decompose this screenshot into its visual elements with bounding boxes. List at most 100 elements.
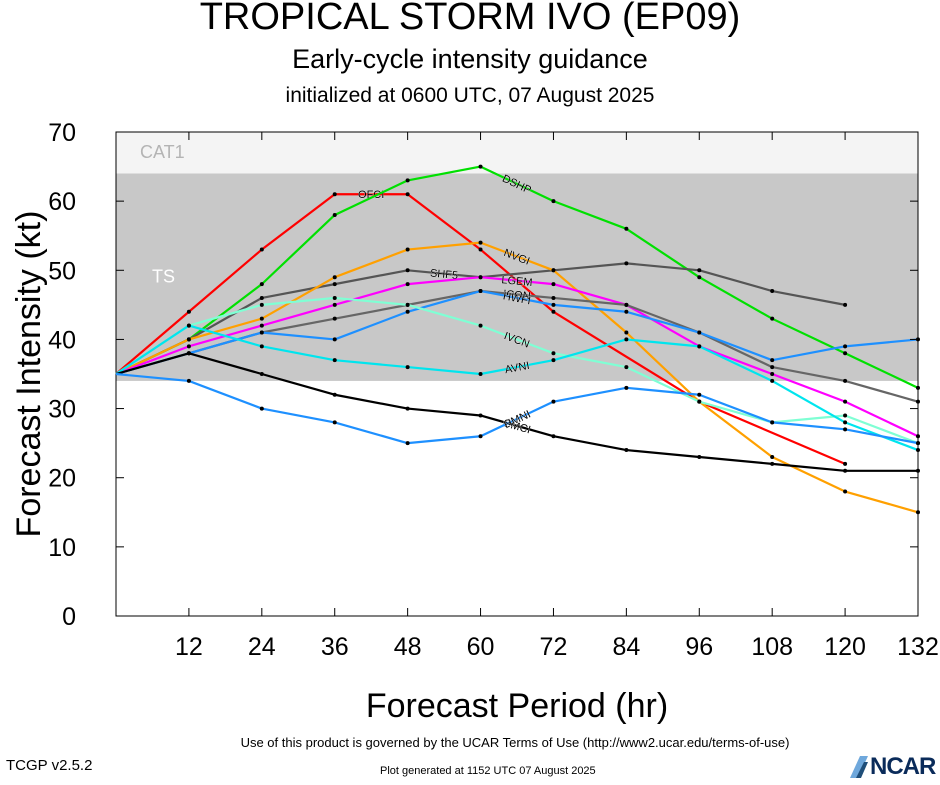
point-ofci-36 — [332, 192, 337, 197]
series-label-shf5: SHF5 — [429, 267, 458, 282]
point-avni-84 — [624, 337, 629, 342]
point-icon-120 — [843, 378, 848, 383]
point-cmci-120 — [843, 468, 848, 473]
x-tick-label-72: 72 — [540, 633, 568, 661]
point-nvgi-72 — [551, 268, 556, 273]
point-ofci-120 — [843, 461, 848, 466]
point-avni-108 — [770, 378, 775, 383]
point-shf5-120 — [843, 302, 848, 307]
point-lgem-12 — [186, 344, 191, 349]
band-label-cat1: CAT1 — [140, 142, 185, 162]
x-tick-label-84: 84 — [612, 633, 640, 661]
point-cmci-48 — [405, 406, 410, 411]
point-shf5-96 — [697, 268, 702, 273]
axes-group: 12 24 36 48 60 72 84 96 108 120 132 0 10 20 30 40 50 60 70… — [10, 119, 939, 725]
point-avni-12 — [186, 323, 191, 328]
x-tick-label-60: 60 — [467, 633, 495, 661]
point-lgem-48 — [405, 282, 410, 287]
point-avni-48 — [405, 365, 410, 370]
point-dshp-60 — [478, 164, 483, 169]
point-hmni-36 — [332, 420, 337, 425]
point-nvgi-48 — [405, 247, 410, 252]
point-cmci-72 — [551, 434, 556, 439]
point-dshp-132 — [916, 385, 920, 390]
point-nvgi-24 — [259, 316, 264, 321]
series-line-hwfi — [115, 289, 919, 376]
point-hmni-60 — [478, 434, 483, 439]
x-tick-label-96: 96 — [685, 633, 713, 661]
point-ivcn-60 — [478, 323, 483, 328]
point-avni-24 — [259, 344, 264, 349]
series-line-lgem — [115, 276, 919, 438]
point-ofci-72 — [551, 309, 556, 314]
point-hmni-48 — [405, 441, 410, 446]
chart-title: TROPICAL STORM IVO (EP09) — [199, 0, 741, 38]
series-line-nvgi — [115, 241, 919, 514]
point-hmni-132 — [916, 441, 920, 446]
series-label-hwfi: HWFI — [502, 290, 532, 307]
x-axis-label: Forecast Period (hr) — [366, 687, 668, 725]
point-shf5-36 — [332, 282, 337, 287]
point-dshp-108 — [770, 316, 775, 321]
point-dshp-24 — [259, 282, 264, 287]
point-hwfi-96 — [697, 330, 702, 335]
y-tick-label-0: 0 — [62, 603, 76, 631]
ncar-swoosh-icon — [850, 756, 868, 778]
point-ivcn-36 — [332, 295, 337, 300]
ncar-logo-text: NCAR — [870, 753, 936, 780]
point-hmni-72 — [551, 399, 556, 404]
series-label-avni: AVNI — [504, 360, 531, 376]
point-ivcn-120 — [843, 413, 848, 418]
point-nvgi-132 — [916, 510, 920, 515]
point-lgem-72 — [551, 282, 556, 287]
y-tick-label-30: 30 — [48, 396, 76, 424]
point-avni-132 — [916, 448, 920, 453]
point-hwfi-120 — [843, 344, 848, 349]
generated-timestamp: Plot generated at 1152 UTC 07 August 202… — [380, 765, 596, 777]
series-label-ofci: OFCI — [358, 189, 384, 201]
point-lgem-120 — [843, 399, 848, 404]
chart-subtitle: Early-cycle intensity guidance — [292, 44, 648, 74]
point-icon-84 — [624, 302, 629, 307]
point-dshp-120 — [843, 351, 848, 356]
point-dshp-84 — [624, 226, 629, 231]
point-avni-120 — [843, 420, 848, 425]
point-lgem-108 — [770, 372, 775, 376]
point-ivcn-24 — [259, 302, 264, 307]
y-tick-label-40: 40 — [48, 326, 76, 354]
point-lgem-36 — [332, 302, 337, 307]
point-nvgi-120 — [843, 489, 848, 494]
point-avni-96 — [697, 344, 702, 349]
point-ivcn-48 — [405, 302, 410, 307]
band-cat1 — [116, 132, 918, 174]
point-lgem-60 — [478, 275, 483, 280]
y-axis-label: Forecast Intensity (kt) — [10, 211, 48, 538]
point-icon-36 — [332, 316, 337, 321]
series-line-ivcn — [115, 296, 919, 445]
version-label: TCGP v2.5.2 — [6, 757, 93, 774]
x-tick-label-48: 48 — [394, 633, 422, 661]
y-tick-label-10: 10 — [48, 534, 76, 562]
point-ivcn-84 — [624, 365, 629, 370]
point-ofci-24 — [259, 247, 264, 252]
point-avni-60 — [478, 372, 483, 376]
point-hwfi-84 — [624, 309, 629, 314]
point-nvgi-36 — [332, 275, 337, 280]
point-hmni-24 — [259, 406, 264, 411]
point-ofci-60 — [478, 247, 483, 252]
series-label-lgem: LGEM — [501, 274, 533, 289]
point-dshp-36 — [332, 212, 337, 217]
point-nvgi-12 — [186, 337, 191, 342]
y-tick-label-60: 60 — [48, 188, 76, 216]
point-shf5-108 — [770, 289, 775, 294]
y-tick-label-50: 50 — [48, 257, 76, 285]
band-ts — [116, 173, 918, 381]
point-hwfi-72 — [551, 302, 556, 307]
x-tick-label-132: 132 — [897, 633, 939, 661]
band-label-ts: TS — [152, 266, 175, 286]
point-nvgi-60 — [478, 240, 483, 245]
point-hmni-120 — [843, 427, 848, 432]
point-dshp-72 — [551, 199, 556, 204]
point-hmni-108 — [770, 420, 775, 425]
